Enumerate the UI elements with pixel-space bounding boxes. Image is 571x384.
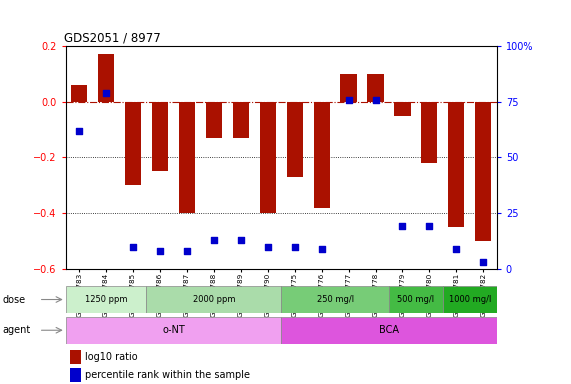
Point	[317, 246, 326, 252]
Bar	[66, 317, 281, 344]
Bar	[443, 286, 497, 313]
Point	[128, 243, 138, 250]
Point	[210, 237, 219, 243]
Bar	[233, 102, 249, 138]
Bar	[125, 102, 141, 185]
Bar	[98, 55, 114, 102]
Point	[236, 237, 246, 243]
Bar	[389, 286, 443, 313]
Bar	[152, 102, 168, 171]
Text: 500 mg/l: 500 mg/l	[397, 295, 435, 304]
Text: 1250 ppm: 1250 ppm	[85, 295, 127, 304]
Bar	[70, 350, 81, 364]
Text: agent: agent	[3, 325, 31, 335]
Text: log10 ratio: log10 ratio	[85, 352, 138, 362]
Bar	[367, 74, 384, 102]
Bar	[147, 286, 281, 313]
Text: 1000 mg/l: 1000 mg/l	[449, 295, 491, 304]
Text: BCA: BCA	[379, 325, 399, 335]
Bar	[287, 102, 303, 177]
Bar	[206, 102, 222, 138]
Text: percentile rank within the sample: percentile rank within the sample	[85, 370, 250, 380]
Bar	[395, 102, 411, 116]
Point	[75, 127, 84, 134]
Bar	[421, 102, 437, 163]
Bar	[340, 74, 357, 102]
Point	[344, 96, 353, 103]
Point	[102, 90, 111, 96]
Point	[263, 243, 272, 250]
Bar	[448, 102, 464, 227]
Bar	[179, 102, 195, 213]
Point	[478, 259, 488, 265]
Bar	[281, 317, 497, 344]
Bar	[281, 286, 389, 313]
Point	[425, 223, 434, 230]
Point	[182, 248, 191, 254]
Text: o-NT: o-NT	[162, 325, 185, 335]
Bar	[313, 102, 329, 207]
Text: dose: dose	[3, 295, 26, 305]
Point	[290, 243, 299, 250]
Point	[155, 248, 164, 254]
Text: 2000 ppm: 2000 ppm	[192, 295, 235, 304]
Bar	[260, 102, 276, 213]
Bar	[71, 85, 87, 102]
Point	[371, 96, 380, 103]
Text: 250 mg/l: 250 mg/l	[316, 295, 353, 304]
Text: GDS2051 / 8977: GDS2051 / 8977	[63, 32, 160, 45]
Point	[398, 223, 407, 230]
Point	[452, 246, 461, 252]
Bar	[475, 102, 492, 241]
Bar	[66, 286, 147, 313]
Bar	[70, 368, 81, 382]
